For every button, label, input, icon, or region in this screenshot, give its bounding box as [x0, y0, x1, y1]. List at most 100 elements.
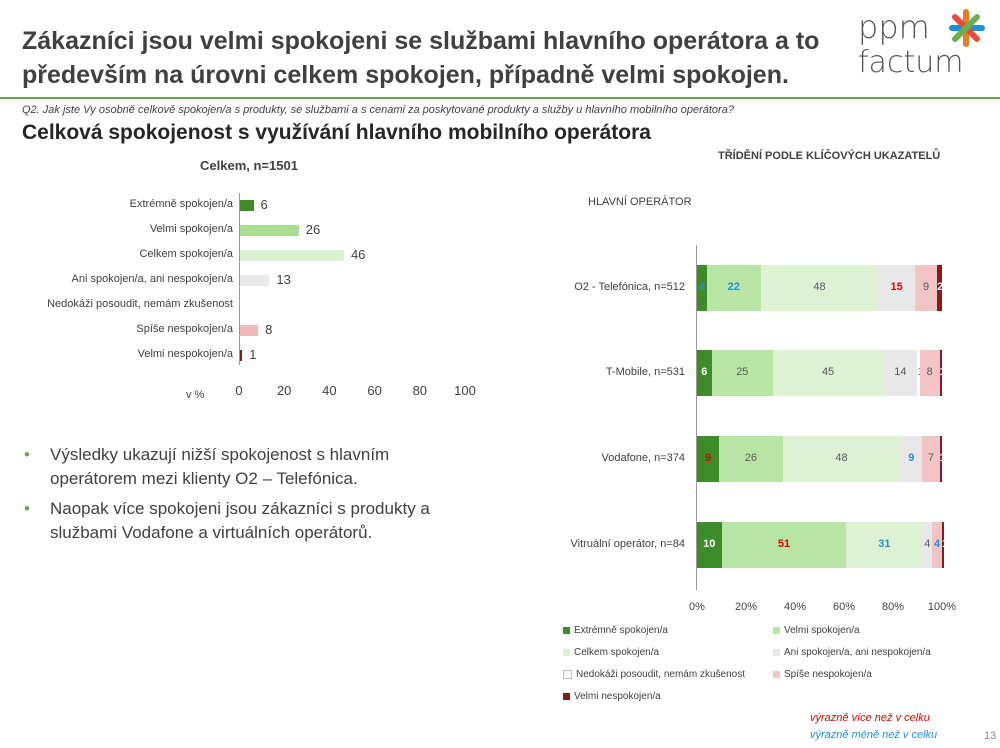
segment-value-label: 1	[918, 366, 920, 378]
category-label: T-Mobile, n=531	[605, 366, 685, 378]
stacked-segment	[697, 350, 712, 396]
stacked-segment	[697, 522, 722, 568]
category-label: Vodafone, n=374	[601, 452, 686, 464]
group-label: HLAVNÍ OPERÁTOR	[588, 196, 692, 208]
stacked-segment	[711, 350, 773, 396]
stacked-segment	[937, 265, 942, 311]
category-label: Velmi spokojen/a	[149, 223, 233, 235]
stacked-segment	[697, 436, 720, 482]
stacked-segment	[932, 522, 942, 568]
x-tick-label: 60%	[832, 601, 856, 613]
legend-swatch	[563, 648, 570, 656]
category-label: Celkem spokojen/a	[139, 248, 233, 260]
section-subtitle: Celková spokojenost s využívání hlavního…	[22, 121, 651, 144]
stacked-segment	[878, 265, 916, 311]
segment-value-label: 9	[704, 452, 712, 464]
segment-value-label: 9	[923, 281, 930, 293]
stacked-segment	[915, 265, 938, 311]
segment-value-label: 8	[926, 366, 933, 378]
x-tick-label: 80%	[881, 601, 905, 613]
bar-value-label: 8	[265, 322, 273, 337]
stacked-segment	[782, 436, 901, 482]
bar	[240, 325, 259, 336]
x-tick-label: 80	[412, 383, 428, 398]
segment-value-label: 31	[878, 538, 891, 550]
x-tick-label: 100	[454, 383, 476, 398]
category-label: Spíše nespokojen/a	[136, 323, 233, 335]
legend-swatch	[563, 692, 570, 700]
bar-value-label: 13	[276, 272, 291, 287]
legend-swatch	[563, 626, 570, 634]
legend-label: Spíše nespokojen/a	[784, 669, 872, 680]
category-label: Nedokáži posoudit, nemám zkušenost	[47, 298, 233, 310]
legend-label: Velmi spokojen/a	[784, 625, 860, 636]
stacked-segment	[900, 436, 923, 482]
category-label: Vitruální operátor, n=84	[570, 538, 685, 550]
segment-value-label: 48	[835, 452, 848, 464]
segment-value-label: 4	[924, 538, 931, 550]
x-tick-label: 100%	[927, 601, 957, 613]
legend-swatch	[773, 670, 780, 678]
x-tick-label: 0%	[689, 601, 705, 613]
x-tick-label: 40	[322, 383, 337, 398]
stacked-segment	[846, 522, 923, 568]
legend-swatch	[773, 648, 780, 656]
segment-value-label: 2	[937, 281, 942, 293]
slide-title: Zákazníci jsou velmi spokojeni se služba…	[22, 27, 820, 89]
stacked-segment	[922, 436, 940, 482]
segment-value-label: 51	[777, 538, 791, 550]
x-tick-label: 60	[367, 383, 382, 398]
segment-value-label: 9	[908, 452, 915, 464]
segment-value-label: 1	[940, 452, 942, 464]
stacked-segment	[772, 350, 884, 396]
legend-label: Velmi nespokojen/a	[574, 691, 661, 702]
stacked-segment	[939, 436, 942, 482]
stacked-segment	[922, 522, 933, 568]
y-axis-line	[239, 193, 240, 365]
stacked-segment	[917, 350, 920, 396]
segment-value-label: 4	[698, 281, 705, 293]
legend-label: Nedokáži posoudit, nemám zkušenost	[576, 669, 745, 680]
segment-value-label: 48	[813, 281, 826, 293]
segment-value-label: 26	[744, 452, 758, 464]
segment-value-label: 14	[894, 366, 907, 378]
segment-value-label: 6	[701, 366, 708, 378]
segment-value-label: 7	[927, 452, 935, 464]
legend-label: Extrémně spokojen/a	[574, 625, 668, 636]
bar	[240, 275, 270, 286]
stacked-segment	[760, 265, 879, 311]
segment-value-label: 22	[727, 281, 740, 293]
bullet-text: Naopak více spokojeni jsou zákazníci s p…	[50, 499, 430, 542]
note-less: výrazně méně než v celku	[810, 729, 938, 741]
legend-item: Velmi nespokojen/a	[563, 691, 661, 702]
x-tick-label: 40%	[783, 601, 807, 613]
legend-item: Spíše nespokojen/a	[773, 669, 872, 680]
legend-item: Extrémně spokojen/a	[563, 625, 668, 636]
bar	[240, 200, 254, 211]
category-label: Velmi nespokojen/a	[137, 348, 233, 360]
stacked-segment	[919, 350, 940, 396]
page-number: 13	[984, 730, 997, 742]
right-chart-title: TŘÍDĚNÍ PODLE KLÍČOVÝCH UKAZATELŮ	[718, 150, 941, 162]
category-label: O2 - Telefónica, n=512	[574, 281, 685, 293]
category-label: Ani spokojen/a, ani nespokojen/a	[71, 273, 233, 285]
legend-swatch	[563, 669, 572, 679]
bar-value-label: 6	[260, 197, 268, 212]
legend-item: Celkem spokojen/a	[563, 647, 659, 658]
survey-question: Q2. Jak jste Vy osobně celkově spokojen/…	[22, 104, 734, 116]
bullet-2: • Naopak více spokojeni jsou zákazníci s …	[24, 497, 470, 545]
stacked-segment	[721, 522, 847, 568]
svg-text:factum: factum	[858, 45, 963, 78]
legend-label: Ani spokojen/a, ani nespokojen/a	[784, 647, 931, 658]
stacked-segment	[719, 436, 783, 482]
bullet-text: Výsledky ukazují nižší spokojenost s hla…	[50, 445, 390, 488]
category-label: Extrémně spokojen/a	[129, 198, 233, 210]
bar-value-label: 26	[305, 222, 321, 237]
legend-label: Celkem spokojen/a	[574, 647, 660, 658]
legend-item: Ani spokojen/a, ani nespokojen/a	[773, 647, 931, 658]
left-chart-title: Celkem, n=1501	[200, 158, 298, 173]
bar	[240, 350, 243, 361]
segment-value-label: 25	[736, 366, 749, 378]
x-tick-label: 0	[235, 383, 243, 398]
